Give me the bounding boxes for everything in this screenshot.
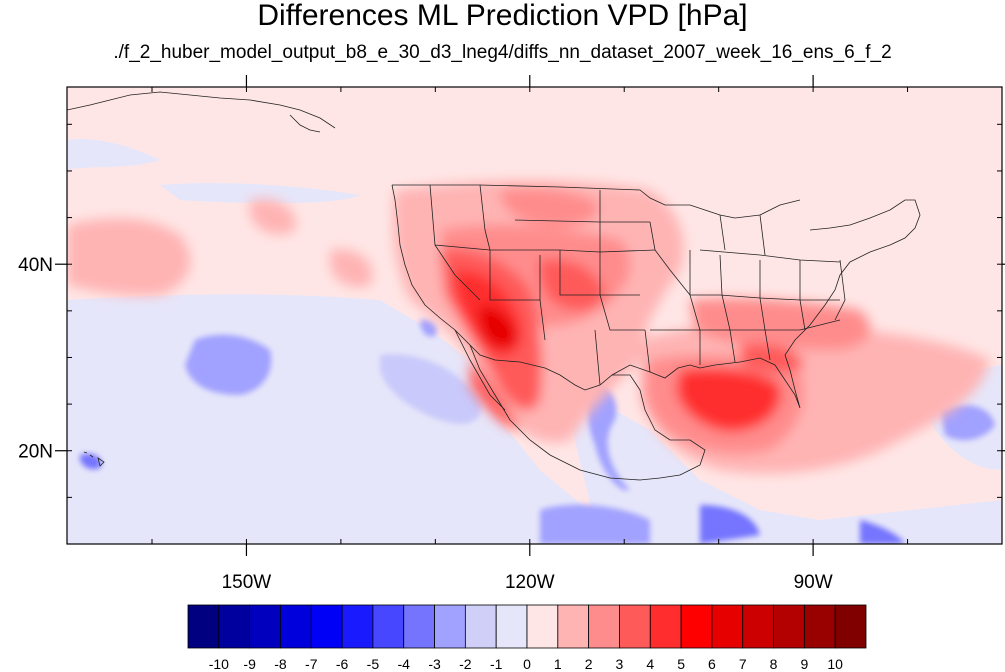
colorbar-label: 6 [708, 656, 716, 672]
colorbar-label: -2 [459, 656, 472, 672]
country-borders [391, 184, 921, 409]
lon-tick-label: 150W [222, 572, 272, 593]
lon-tick-label: 90W [794, 572, 833, 593]
alaska-coastline [67, 91, 336, 133]
blue-anomaly-patches [80, 319, 995, 544]
colorbar-swatch [557, 604, 590, 649]
colorbar-swatch [526, 604, 559, 649]
map-title: Differences ML Prediction VPD [hPa] [257, 0, 748, 32]
colorbar-label: -6 [336, 656, 349, 672]
colorbar-swatch [434, 604, 466, 649]
colorbar-swatch [803, 604, 836, 649]
colorbar-swatch [649, 604, 682, 649]
colorbar-label: -5 [367, 656, 380, 672]
colorbar-label: 3 [616, 656, 624, 672]
colorbar-swatch [464, 604, 497, 649]
colorbar-swatch [680, 604, 713, 649]
plot-frame [66, 86, 1003, 545]
colorbar-label: 0 [523, 656, 531, 672]
colorbar-swatch [249, 604, 281, 649]
warm-anomaly-regions [67, 180, 990, 474]
colorbar-label: -10 [209, 656, 229, 672]
colorbar-swatch [341, 604, 374, 649]
colorbar-label: -9 [243, 656, 256, 672]
colorbar-label: -1 [490, 656, 503, 672]
colorbar-label: 4 [646, 656, 654, 672]
hawaii-islands [83, 451, 105, 467]
lon-tick-label: 120W [505, 572, 555, 593]
colorbar-label: -4 [398, 656, 411, 672]
colorbar-swatch [834, 604, 867, 649]
map-subtitle: ./f_2_huber_model_output_b8_e_30_d3_lneg… [113, 42, 892, 63]
colorbar-swatch [280, 604, 312, 649]
colorbar-swatch [588, 604, 620, 649]
colorbar-swatch [372, 604, 405, 649]
mexico-outline [454, 329, 706, 481]
colorbar-label: 1 [554, 656, 562, 672]
lat-tick-label: 20N [18, 442, 53, 463]
map-axes: 150W 120W 90W 40N 20N [18, 75, 1005, 593]
colorbar-label: 5 [677, 656, 685, 672]
colorbar-swatch [310, 604, 343, 649]
colorbar-label: 8 [770, 656, 778, 672]
colorbar-swatch [495, 604, 528, 649]
colorbar-swatch [742, 604, 774, 649]
colorbar-swatch [711, 604, 744, 649]
colorbar-swatch [218, 604, 251, 649]
colorbar-label: 10 [827, 656, 843, 672]
lat-tick-label: 40N [18, 255, 53, 276]
colorbar-label: -8 [274, 656, 287, 672]
colorbar-label: 2 [585, 656, 593, 672]
colorbar-label: -3 [428, 656, 441, 672]
colorbar-label: -7 [305, 656, 318, 672]
colorbar-swatch [403, 604, 435, 649]
colorbar-swatch [773, 604, 805, 649]
map-field [67, 87, 1002, 544]
colorbar-swatch [619, 604, 651, 649]
colorbar-label: 9 [800, 656, 808, 672]
colorbar-label: 7 [739, 656, 747, 672]
colorbar-swatch [187, 604, 220, 649]
